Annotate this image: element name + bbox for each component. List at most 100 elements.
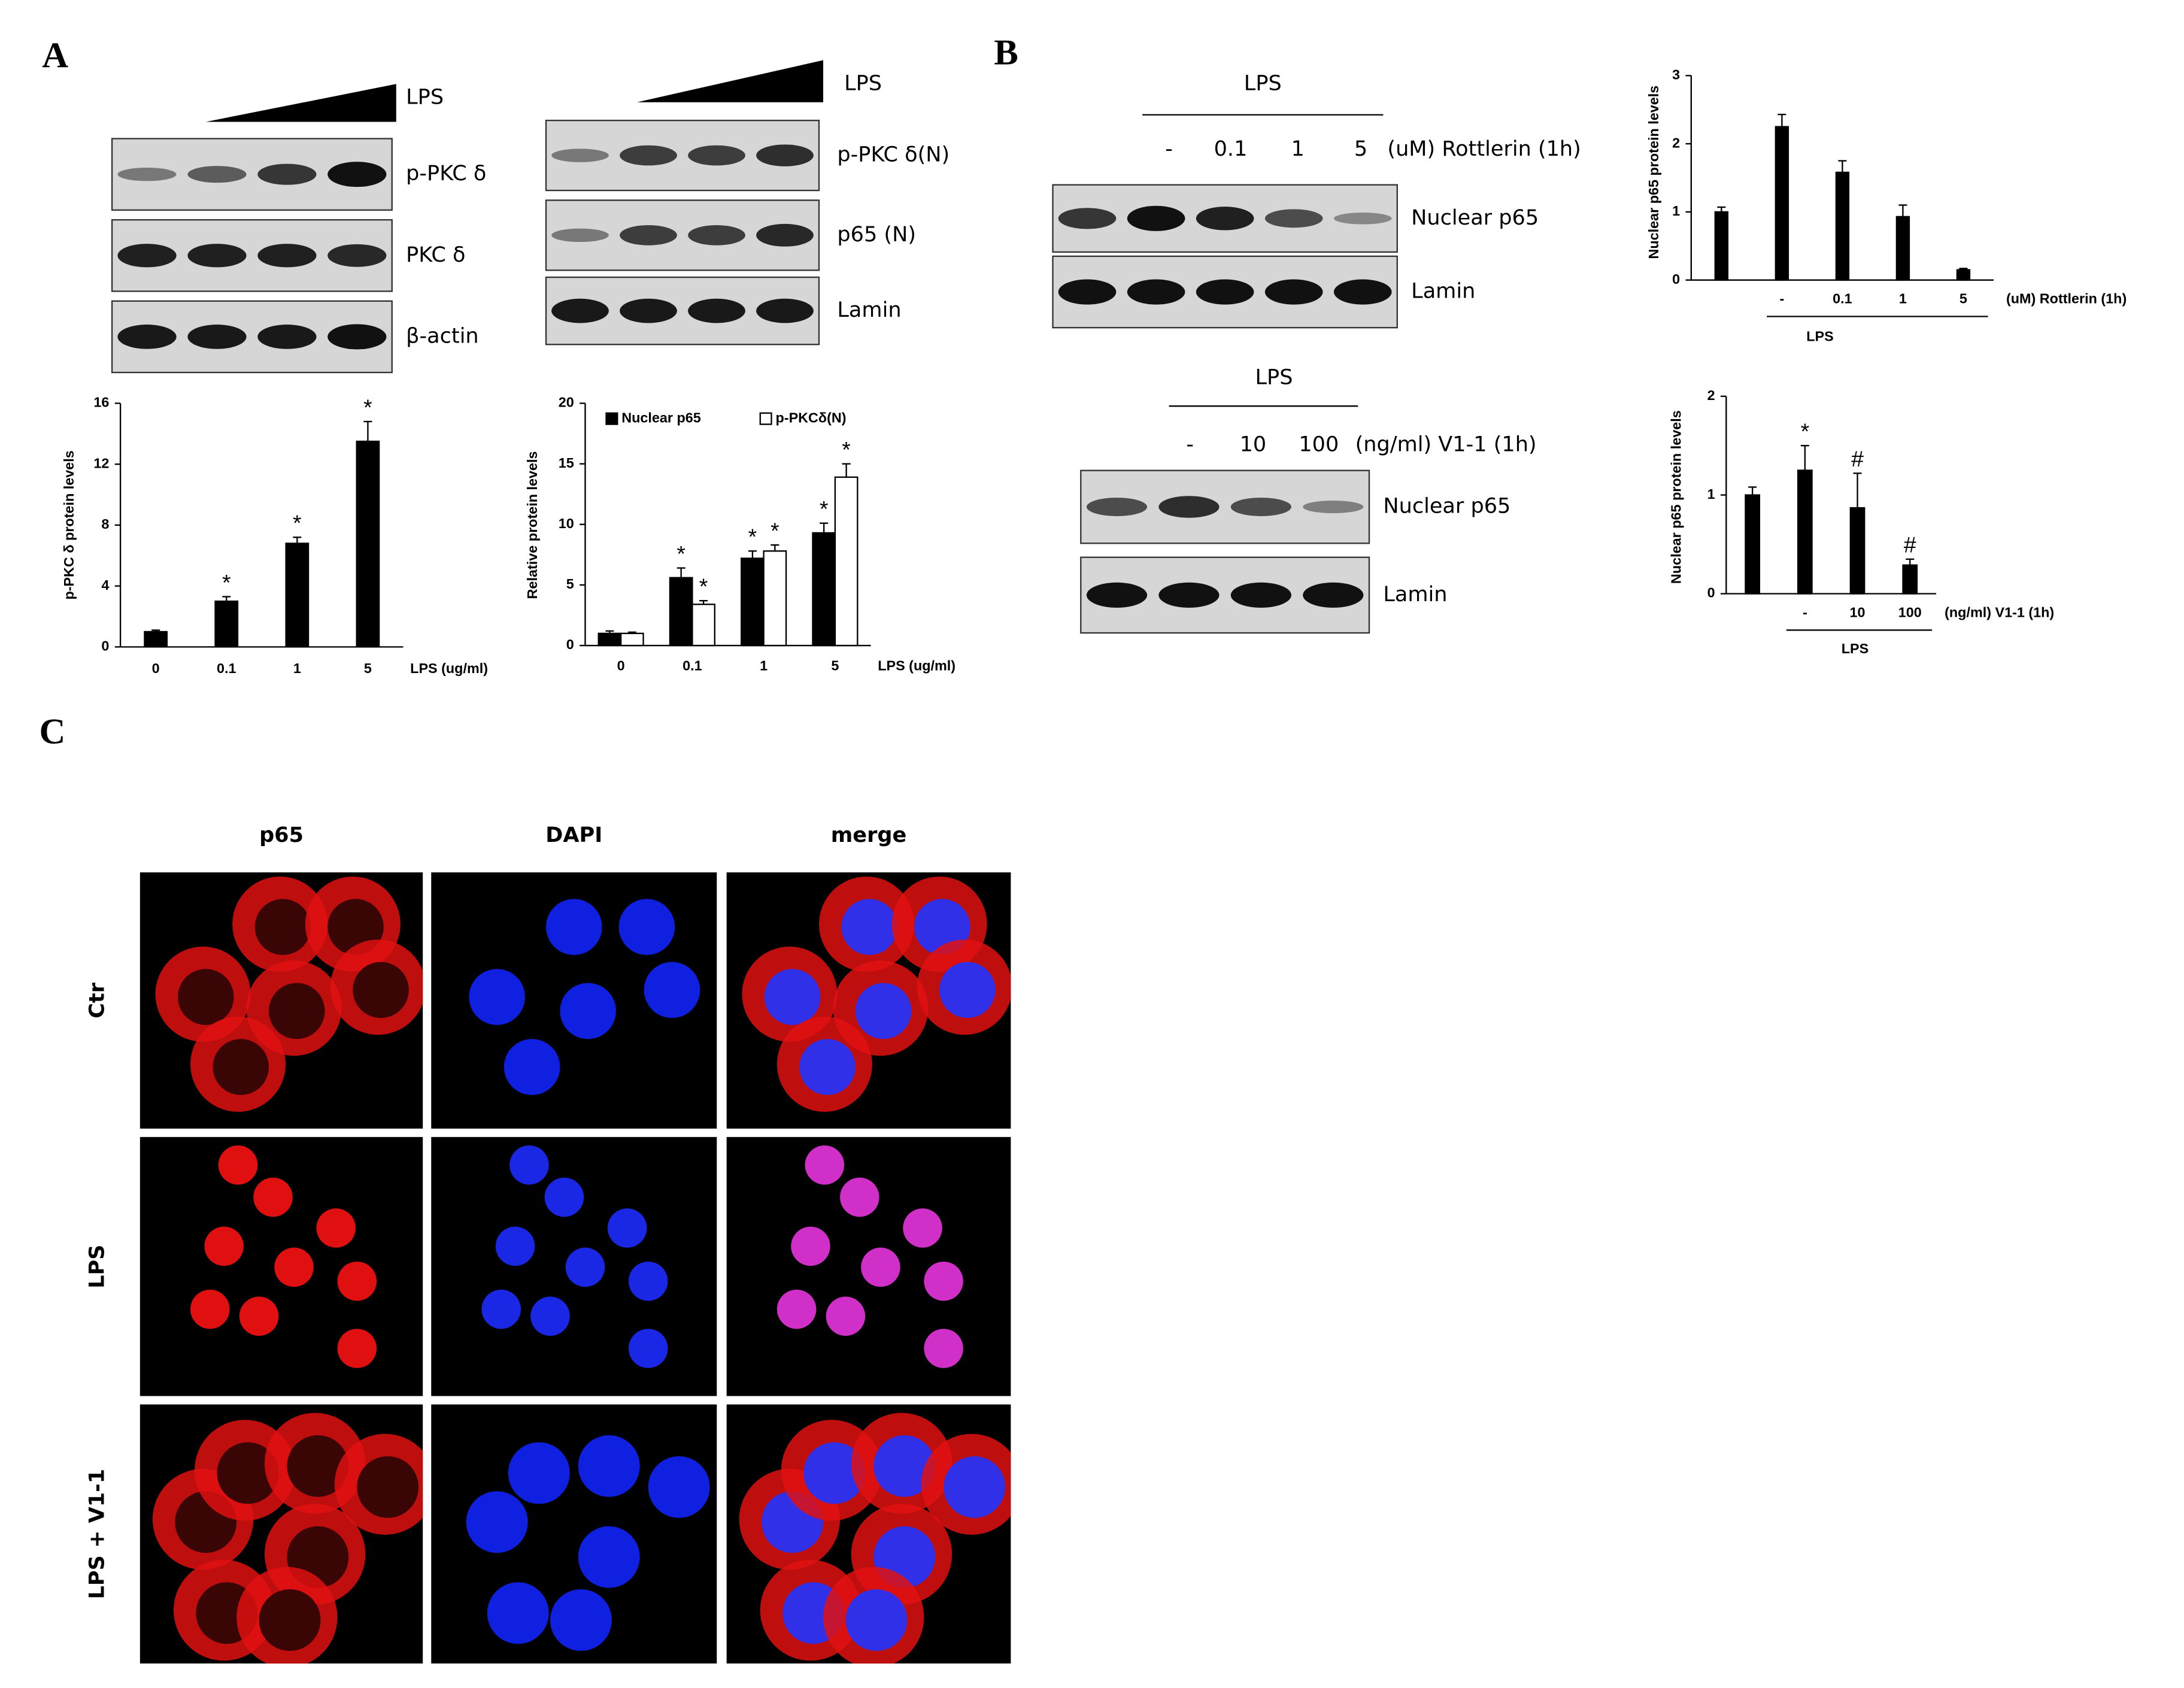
row-label: PKC δ [406, 243, 465, 267]
x-tick-label: 0.1 [682, 657, 702, 673]
x-tick-label: 5 [1959, 291, 1967, 307]
bar [1956, 269, 1971, 281]
nucleus [274, 1247, 314, 1287]
nucleus [845, 1589, 908, 1651]
nucleus [803, 1442, 866, 1504]
blot-band [1264, 209, 1323, 228]
bar [812, 532, 836, 647]
cell-nucleus-dark [217, 1442, 279, 1504]
column-header: merge [831, 823, 907, 847]
nucleus [204, 1226, 244, 1266]
blot-header: LPS [1255, 365, 1293, 389]
x-tick-label: 5 [364, 660, 372, 676]
legend-swatch [605, 412, 618, 425]
blot-band [756, 144, 814, 166]
bar [1849, 507, 1866, 595]
nucleus [924, 1261, 963, 1301]
treatment-label: (uM) Rottlerin (1h) [1387, 137, 1581, 161]
blot-header: LPS [844, 71, 882, 95]
cells [190, 1145, 377, 1368]
blot-band [1230, 498, 1291, 516]
x-tick-label: 5 [831, 657, 839, 673]
x-tick-label: 1 [760, 657, 768, 673]
nucleus [487, 1582, 549, 1644]
nucleus [508, 1442, 570, 1504]
bar [763, 550, 787, 647]
x-tick-label: 10 [1850, 604, 1866, 620]
row-header: Ctr [85, 982, 110, 1018]
column-header: DAPI [545, 823, 602, 847]
row-label: p-PKC δ [406, 161, 486, 186]
bar [1835, 171, 1850, 281]
bar [1745, 494, 1761, 595]
x-axis-label: LPS (ug/ml) [410, 660, 488, 676]
nucleus [805, 1145, 845, 1185]
bar [834, 476, 859, 647]
lane-label: - [1186, 432, 1194, 457]
significance-mark: # [1851, 446, 1864, 471]
nucleus [337, 1261, 377, 1301]
nucleus [764, 969, 821, 1025]
cells [152, 1413, 423, 1664]
y-tick-label: 3 [1672, 66, 1680, 82]
significance-mark: * [222, 569, 231, 595]
blot-band [1303, 500, 1364, 514]
row-header: LPS [85, 1244, 110, 1288]
significance-mark: * [1801, 419, 1810, 444]
nucleus [190, 1289, 230, 1329]
nucleus [791, 1226, 830, 1266]
x-axis-label: (uM) Rottlerin (1h) [2006, 291, 2127, 307]
cells [469, 899, 700, 1095]
row-header: LPS + V1-1 [85, 1469, 110, 1599]
bar [691, 604, 715, 647]
bar [285, 543, 310, 648]
blot-band [1127, 279, 1185, 305]
nucleus [826, 1296, 866, 1336]
bar [620, 632, 644, 647]
y-tick-label: 5 [566, 576, 574, 592]
nucleus [799, 1039, 856, 1095]
bar [1902, 564, 1918, 595]
blot-header: LPS [406, 85, 444, 110]
nucleus [565, 1247, 605, 1287]
nucleus [509, 1145, 549, 1185]
cells [742, 876, 1011, 1112]
y-axis-label: Nuclear p65 protein levels [1669, 410, 1684, 584]
cells [481, 1145, 668, 1368]
blot-band [117, 167, 177, 181]
cells [776, 1145, 963, 1368]
significance-mark: * [820, 496, 829, 522]
blot-band [1303, 582, 1364, 608]
blot-header: LPS [1244, 71, 1282, 95]
legend-swatch [759, 412, 772, 425]
nucleus [618, 899, 675, 955]
bar [144, 631, 168, 648]
y-tick-label: 10 [559, 516, 574, 531]
x-tick-label: - [1779, 291, 1784, 307]
row-label: Lamin [1383, 582, 1447, 607]
treatment-label: (ng/ml) V1-1 (1h) [1355, 432, 1537, 457]
legend-label: Nuclear p65 [621, 410, 701, 425]
significance-mark: * [699, 574, 708, 599]
blot-band [756, 298, 814, 323]
significance-mark: * [293, 510, 302, 535]
blot-band [257, 163, 317, 185]
x-tick-label: 0.1 [1833, 291, 1852, 307]
cell-nucleus-dark [357, 1456, 419, 1518]
blot-band [688, 298, 745, 323]
cell-nucleus-dark [254, 899, 311, 955]
row-label: β-actin [406, 323, 479, 348]
panel-label: B [994, 32, 1018, 72]
nucleus [644, 962, 700, 1019]
blot-band [1158, 582, 1220, 608]
blot-band [1264, 279, 1323, 305]
blot-band [1086, 498, 1148, 516]
cell-nucleus-dark [213, 1039, 269, 1095]
cell-nucleus-dark [268, 983, 325, 1040]
blot-band [1333, 212, 1392, 225]
nucleus [903, 1208, 942, 1248]
blot-band [688, 145, 745, 166]
blot-band [1058, 279, 1117, 305]
nucleus [466, 1491, 528, 1553]
blot-band [1230, 582, 1291, 608]
